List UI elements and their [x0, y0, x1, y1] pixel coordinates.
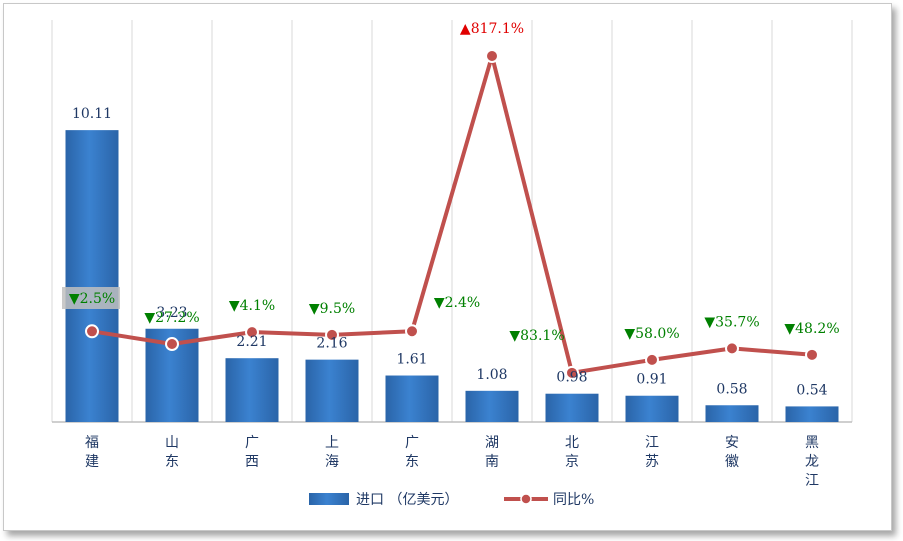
category-label: 东 [165, 454, 179, 470]
category-label: 苏 [645, 454, 659, 470]
label-highlight [62, 287, 120, 309]
line-point [565, 365, 579, 380]
bar-value-label: 0.58 [716, 381, 747, 397]
yoy-value-label: ▼2.5% [69, 291, 115, 307]
bar [785, 406, 839, 422]
bar [705, 405, 759, 422]
line-point [645, 352, 659, 367]
bar-value-label: 1.61 [396, 352, 427, 368]
yoy-value-label: ▼2.4% [434, 295, 480, 311]
category-label: 龙 [805, 454, 819, 470]
yoy-value-label: ▼9.5% [309, 301, 355, 317]
legend-line-label: 同比% [553, 492, 594, 508]
category-label: 南 [485, 454, 499, 470]
bar [625, 395, 679, 422]
category-label: 福 [85, 435, 99, 451]
bar-value-label: 0.98 [556, 370, 587, 386]
bar [545, 393, 599, 422]
category-label: 湖 [485, 435, 499, 451]
bar [305, 359, 359, 422]
line-point [405, 324, 419, 339]
category-label: 京 [565, 454, 579, 470]
category-label: 广 [245, 435, 259, 451]
chart-frame [3, 3, 892, 531]
bar [385, 375, 439, 422]
yoy-value-label: ▼35.7% [704, 314, 759, 330]
bar-series [65, 130, 839, 422]
category-label: 海 [325, 454, 339, 470]
bar [65, 130, 119, 422]
bar-value-label: 10.11 [72, 106, 112, 122]
bar [225, 358, 279, 422]
yoy-line [91, 54, 813, 375]
category-label: 广 [405, 435, 419, 451]
line-point [725, 341, 739, 356]
legend-bar-swatch [309, 493, 349, 505]
category-label: 上 [325, 435, 339, 451]
category-label: 江 [805, 473, 819, 489]
legend-bar-label: 进口 （亿美元） [356, 492, 458, 508]
line-point [485, 49, 499, 63]
bar-value-label: 0.54 [796, 382, 827, 398]
data-labels: 10.11 3.23 2.21 2.16 1.61 1.08 0.98 0.91 0.58 0.5… [62, 21, 840, 398]
category-label: 西 [245, 454, 259, 470]
category-label: 山 [165, 435, 179, 451]
line-point [165, 337, 179, 352]
category-label: 安 [725, 435, 739, 451]
bar-value-label: 2.16 [316, 336, 347, 352]
category-label: 徽 [725, 454, 739, 470]
yoy-value-label: ▼58.0% [624, 326, 679, 342]
category-label: 黑 [805, 435, 819, 451]
category-label: 建 [85, 454, 99, 470]
legend-line-marker [520, 493, 532, 505]
line-point [85, 324, 99, 339]
line-point [245, 325, 259, 340]
bar [465, 390, 519, 422]
bar-value-label: 1.08 [476, 367, 507, 383]
yoy-value-label: ▼48.2% [784, 321, 839, 337]
bar-value-label: 3.23 [156, 305, 187, 321]
line-series [85, 49, 819, 380]
yoy-value-label: ▲817.1% [460, 21, 524, 37]
yoy-value-label: ▼83.1% [509, 328, 564, 344]
bar-value-label: 0.91 [636, 372, 667, 388]
category-label: 江 [645, 435, 659, 451]
yoy-value-label: ▼27.2% [144, 310, 199, 326]
line-point [325, 327, 339, 342]
category-label: 北 [565, 435, 579, 451]
legend: 进口 （亿美元） 同比% [309, 492, 594, 508]
bar-value-label: 2.21 [236, 334, 267, 350]
category-label: 东 [405, 454, 419, 470]
line-point [805, 347, 819, 362]
yoy-value-label: ▼4.1% [229, 298, 275, 314]
